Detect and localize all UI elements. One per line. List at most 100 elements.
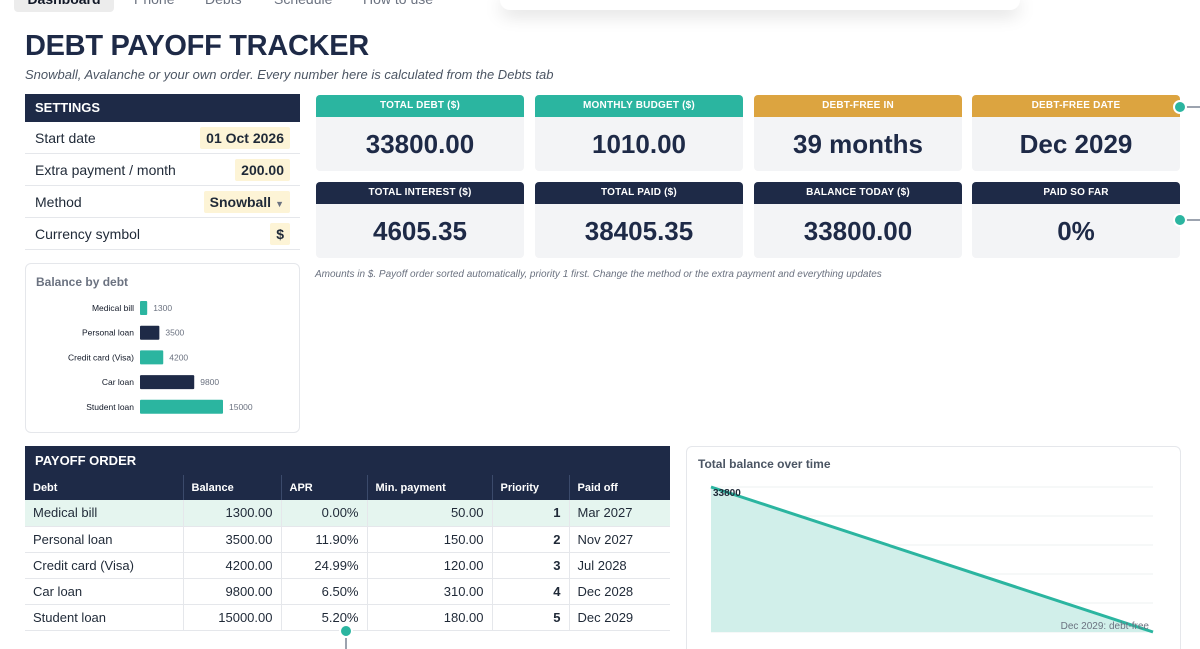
card-label: TOTAL DEBT ($) bbox=[316, 95, 524, 117]
bar-value-label: 1300 bbox=[153, 303, 172, 313]
cell-apr: 11.90% bbox=[280, 526, 367, 553]
setting-label: Currency symbol bbox=[35, 225, 141, 242]
cell-balance: 1300.00 bbox=[182, 500, 281, 527]
card-label: DEBT-FREE IN bbox=[754, 95, 962, 117]
setting-currency: Currency symbol $ bbox=[25, 218, 300, 250]
chart-title: Total balance over time bbox=[698, 457, 831, 471]
card-value: Dec 2029 bbox=[1019, 129, 1133, 159]
cell-priority: 4 bbox=[491, 578, 569, 605]
bar-category-label: Student loan bbox=[86, 402, 134, 412]
card-label: DEBT-FREE DATE bbox=[972, 95, 1180, 117]
page-subtitle: Snowball, Avalanche or your own order. E… bbox=[25, 67, 554, 82]
card-value: 0% bbox=[1057, 216, 1095, 246]
bar-category-label: Personal loan bbox=[82, 328, 134, 338]
tab-dashboard[interactable]: Dashboard bbox=[14, 0, 114, 12]
method-dropdown[interactable]: Snowball ▼ bbox=[203, 190, 290, 213]
series-line bbox=[710, 485, 1154, 634]
card-total-paid: TOTAL PAID ($) 38405.35 bbox=[535, 182, 743, 258]
col-priority: Priority bbox=[491, 475, 569, 500]
card-value: 33800.00 bbox=[803, 216, 913, 246]
bar-category-label: Car loan bbox=[102, 377, 134, 387]
bar-value-label: 3500 bbox=[165, 328, 184, 338]
page-title: DEBT PAYOFF TRACKER bbox=[25, 30, 369, 62]
payoff-header: PAYOFF ORDER bbox=[25, 446, 670, 475]
start-date-input[interactable]: 01 Oct 2026 bbox=[200, 126, 290, 149]
bar-category-label: Medical bill bbox=[92, 303, 134, 313]
setting-method: Method Snowball ▼ bbox=[25, 186, 300, 218]
cell-min-payment: 50.00 bbox=[366, 500, 492, 527]
bar-value-label: 15000 bbox=[229, 402, 253, 412]
connector-handle[interactable] bbox=[339, 624, 353, 638]
bar-category-label: Credit card (Visa) bbox=[68, 352, 134, 362]
connector-line bbox=[1186, 106, 1200, 108]
cell-debt: Medical bill bbox=[25, 500, 183, 527]
cell-debt: Car loan bbox=[25, 578, 183, 605]
connector-handle[interactable] bbox=[1173, 100, 1187, 114]
table-header-row: Debt Balance APR Min. payment Priority P… bbox=[25, 475, 670, 500]
tab-schedule[interactable]: Schedule bbox=[266, 0, 340, 12]
cell-paid-off: Jul 2028 bbox=[568, 552, 670, 579]
cell-balance: 15000.00 bbox=[182, 604, 281, 631]
tab-bar: Dashboard Phone Debts Schedule How to us… bbox=[0, 0, 1200, 12]
start-value-label: 33800 bbox=[713, 488, 741, 499]
table-row: Credit card (Visa) 4200.00 24.99% 120.00… bbox=[25, 552, 670, 579]
cell-paid-off: Nov 2027 bbox=[568, 526, 670, 553]
cell-balance: 3500.00 bbox=[182, 526, 281, 553]
card-debt-free-in: DEBT-FREE IN 39 months bbox=[754, 95, 962, 171]
setting-extra-payment: Extra payment / month 200.00 bbox=[25, 154, 300, 186]
cell-apr: 6.50% bbox=[280, 578, 367, 605]
end-annotation-label: Dec 2029: debt-free bbox=[1061, 621, 1150, 632]
card-value: 33800.00 bbox=[365, 129, 475, 159]
table-row: Medical bill 1300.00 0.00% 50.00 1 Mar 2… bbox=[25, 500, 670, 527]
currency-symbol-input[interactable]: $ bbox=[270, 222, 290, 245]
tab-how-to-use[interactable]: How to use bbox=[355, 0, 441, 12]
setting-label: Method bbox=[35, 193, 82, 210]
tab-debts[interactable]: Debts bbox=[197, 0, 250, 12]
total-balance-svg: 33800 Dec 2029: debt-free bbox=[710, 485, 1154, 634]
card-paid-so-far: PAID SO FAR 0% bbox=[972, 182, 1180, 258]
card-value: 39 months bbox=[792, 129, 924, 159]
cell-min-payment: 310.00 bbox=[366, 578, 492, 605]
tab-phone[interactable]: Phone bbox=[126, 0, 182, 12]
cell-balance: 4200.00 bbox=[182, 552, 281, 579]
col-apr: APR bbox=[280, 475, 367, 500]
table-row: Personal loan 3500.00 11.90% 150.00 2 No… bbox=[25, 526, 670, 553]
cell-priority: 2 bbox=[491, 526, 569, 553]
setting-start-date: Start date 01 Oct 2026 bbox=[25, 122, 300, 154]
card-value: 4605.35 bbox=[373, 216, 467, 246]
card-balance-today: BALANCE TODAY ($) 33800.00 bbox=[754, 182, 962, 258]
table-row: Car loan 9800.00 6.50% 310.00 4 Dec 2028 bbox=[25, 578, 670, 605]
connector-line bbox=[345, 638, 347, 649]
bar bbox=[140, 350, 164, 365]
card-monthly-budget: MONTHLY BUDGET ($) 1010.00 bbox=[535, 95, 743, 171]
card-label: TOTAL INTEREST ($) bbox=[316, 182, 524, 204]
cell-apr: 24.99% bbox=[280, 552, 367, 579]
extra-payment-input[interactable]: 200.00 bbox=[235, 158, 290, 181]
cell-debt: Credit card (Visa) bbox=[25, 552, 183, 579]
bar bbox=[140, 375, 195, 390]
col-debt: Debt bbox=[25, 475, 183, 500]
cell-debt: Student loan bbox=[25, 604, 183, 631]
balance-by-debt-svg: Medical bill 1300 Personal loan 3500 Credit … bbox=[68, 301, 253, 414]
connector-line bbox=[1186, 219, 1200, 221]
bar bbox=[140, 399, 223, 414]
cell-apr: 5.20% bbox=[280, 604, 367, 631]
setting-label: Start date bbox=[35, 129, 96, 146]
settings-header: SETTINGS bbox=[25, 94, 300, 122]
setting-label: Extra payment / month bbox=[35, 161, 176, 178]
card-label: PAID SO FAR bbox=[972, 182, 1180, 204]
cell-balance: 9800.00 bbox=[182, 578, 281, 605]
tab-bar-shadow bbox=[500, 0, 1020, 10]
total-balance-chart: Total balance over time 33800 Dec 2029: d… bbox=[686, 446, 1181, 649]
connector-handle[interactable] bbox=[1173, 213, 1187, 227]
payoff-table: Debt Balance APR Min. payment Priority P… bbox=[25, 475, 670, 631]
bar bbox=[140, 301, 148, 315]
card-value: 1010.00 bbox=[592, 129, 686, 159]
payoff-order-panel: PAYOFF ORDER Debt Balance APR Min. payme… bbox=[25, 446, 670, 631]
method-value: Snowball bbox=[209, 193, 272, 210]
cell-min-payment: 120.00 bbox=[366, 552, 492, 579]
col-balance: Balance bbox=[182, 475, 281, 500]
footnote: Amounts in $. Payoff order sorted automa… bbox=[315, 269, 882, 280]
cell-paid-off: Dec 2029 bbox=[568, 604, 670, 631]
settings-panel: SETTINGS Start date 01 Oct 2026 Extra pa… bbox=[25, 94, 300, 250]
